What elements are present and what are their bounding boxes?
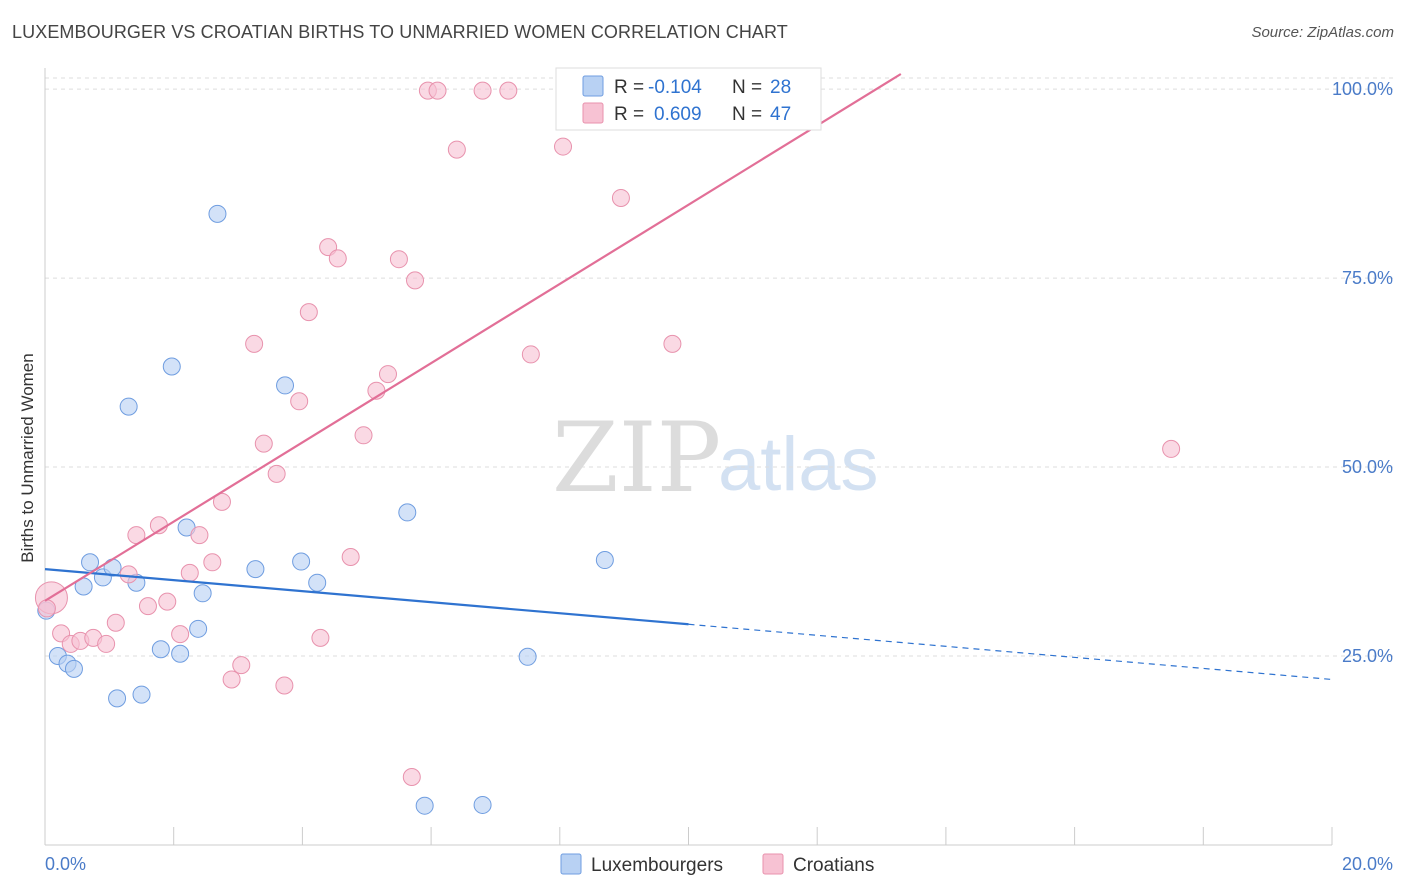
point-croatians	[37, 599, 56, 618]
point-croatians	[402, 767, 421, 786]
point-croatians	[138, 597, 157, 616]
legend-label-luxembourgers: Luxembourgers	[591, 855, 723, 876]
point-croatians	[290, 392, 309, 411]
point-croatians	[245, 334, 264, 353]
point-croatians	[428, 81, 447, 100]
point-croatians	[212, 492, 231, 511]
point-croatians	[521, 345, 540, 364]
point-croatians	[299, 303, 318, 322]
point-luxembourgers	[193, 584, 212, 603]
y-tick-label: 75.0%	[1342, 268, 1393, 288]
trendline-luxembourgers	[44, 568, 689, 626]
stats-r-value-croatians: 0.609	[654, 104, 702, 125]
point-croatians	[611, 188, 630, 207]
series-legend: Luxembourgers Croatians	[560, 853, 874, 876]
point-croatians	[97, 634, 116, 653]
legend-swatch-luxembourgers	[560, 853, 582, 875]
point-luxembourgers	[171, 644, 190, 663]
point-croatians	[119, 565, 138, 584]
point-croatians	[447, 140, 466, 159]
point-luxembourgers	[132, 685, 151, 704]
stats-r-label-croatians: R =	[614, 104, 644, 125]
point-luxembourgers	[518, 647, 537, 666]
point-luxembourgers	[276, 376, 295, 395]
y-axis-tick-labels: 25.0% 50.0% 75.0% 100.0%	[1332, 79, 1393, 666]
stats-r-value-luxembourgers: -0.104	[648, 77, 702, 98]
point-luxembourgers	[151, 640, 170, 659]
stats-legend-swatch-luxembourgers	[582, 75, 604, 97]
point-croatians	[389, 250, 408, 269]
trendline-luxembourgers-extension	[688, 623, 1333, 681]
y-tick-label: 25.0%	[1342, 646, 1393, 666]
point-luxembourgers	[308, 573, 327, 592]
y-tick-label: 100.0%	[1332, 79, 1393, 99]
chart-source: Source: ZipAtlas.com	[1251, 24, 1394, 41]
stats-n-value-croatians: 47	[770, 104, 791, 125]
series-luxembourgers	[37, 204, 614, 815]
point-croatians	[267, 464, 286, 483]
point-croatians	[275, 676, 294, 695]
chart-title: LUXEMBOURGER VS CROATIAN BIRTHS TO UNMAR…	[12, 22, 788, 42]
point-luxembourgers	[246, 560, 265, 579]
series-croatians	[34, 81, 1181, 786]
point-croatians	[341, 548, 360, 567]
y-tick-label: 50.0%	[1342, 457, 1393, 477]
point-luxembourgers	[473, 795, 492, 814]
point-croatians	[554, 137, 573, 156]
point-croatians	[328, 249, 347, 268]
point-croatians	[232, 656, 251, 675]
stats-legend: R = -0.104 N = 28 R = 0.609 N = 47	[555, 67, 822, 131]
point-croatians	[180, 563, 199, 582]
x-axis-tick-marks	[44, 827, 1333, 845]
y-axis-title: Births to Unmarried Women	[18, 353, 37, 562]
point-croatians	[663, 334, 682, 353]
point-croatians	[473, 81, 492, 100]
watermark-zip: ZIP	[552, 402, 721, 514]
point-luxembourgers	[208, 204, 227, 223]
point-croatians	[354, 426, 373, 445]
point-croatians	[171, 625, 190, 644]
watermark-atlas: atlas	[718, 422, 879, 507]
point-croatians	[158, 592, 177, 611]
stats-n-value-luxembourgers: 28	[770, 77, 791, 98]
point-croatians	[378, 365, 397, 384]
x-tick-label-max: 20.0%	[1342, 854, 1393, 874]
stats-n-label-luxembourgers: N =	[732, 77, 762, 98]
point-luxembourgers	[415, 796, 434, 815]
point-luxembourgers	[108, 689, 127, 708]
point-croatians	[254, 434, 273, 453]
stats-r-label-luxembourgers: R =	[614, 77, 644, 98]
point-croatians	[311, 628, 330, 647]
point-luxembourgers	[119, 397, 138, 416]
point-croatians	[499, 81, 518, 100]
x-tick-label-min: 0.0%	[45, 854, 86, 874]
stats-legend-swatch-croatians	[582, 102, 604, 124]
trend-layer	[44, 73, 1333, 681]
point-luxembourgers	[162, 357, 181, 376]
point-croatians	[190, 526, 209, 545]
point-croatians	[106, 613, 125, 632]
point-croatians	[203, 553, 222, 572]
point-luxembourgers	[64, 659, 83, 678]
points-layer	[34, 81, 1181, 815]
point-luxembourgers	[292, 552, 311, 571]
point-luxembourgers	[81, 553, 100, 572]
point-croatians	[406, 271, 425, 290]
legend-swatch-croatians	[762, 853, 784, 875]
stats-n-label-croatians: N =	[732, 104, 762, 125]
point-croatians	[1162, 439, 1181, 458]
point-croatians	[222, 670, 241, 689]
point-luxembourgers	[189, 619, 208, 638]
point-luxembourgers	[398, 503, 417, 522]
point-luxembourgers	[595, 551, 614, 570]
legend-label-croatians: Croatians	[793, 855, 874, 876]
trendline-croatians	[44, 73, 902, 602]
